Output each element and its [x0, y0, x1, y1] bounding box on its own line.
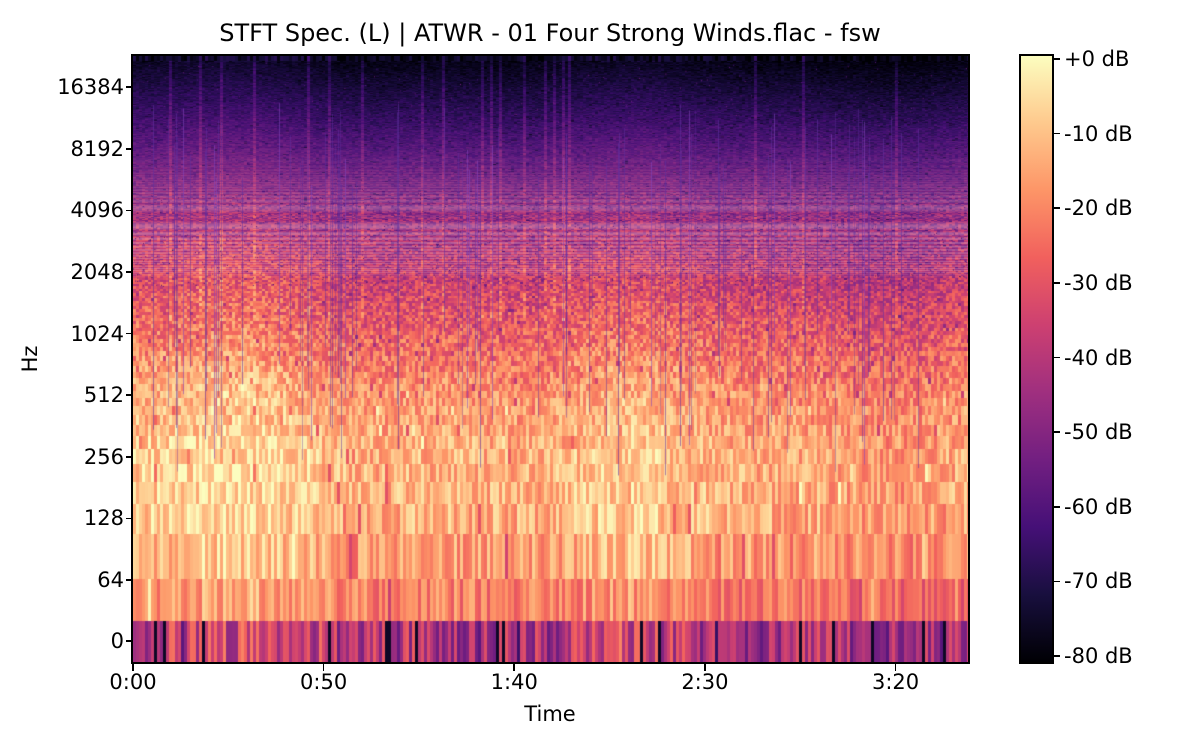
y-tick-mark — [126, 394, 133, 396]
y-tick-mark — [126, 271, 133, 273]
colorbar — [1019, 54, 1054, 664]
x-tick-label: 1:40 — [490, 670, 538, 694]
y-tick-mark — [126, 209, 133, 212]
colorbar-tick-label: -80 dB — [1064, 644, 1133, 668]
colorbar-tick-mark — [1054, 356, 1060, 359]
colorbar-tick-mark — [1054, 207, 1060, 210]
colorbar-tick-mark — [1054, 431, 1060, 433]
colorbar-gradient — [1021, 56, 1052, 662]
y-tick-mark — [126, 579, 133, 581]
y-tick-mark — [126, 456, 133, 458]
colorbar-tick-mark — [1054, 282, 1060, 284]
y-tick-label: 512 — [83, 383, 124, 408]
y-tick-mark — [126, 640, 133, 642]
y-tick-label: 128 — [83, 506, 124, 531]
colorbar-tick-mark — [1054, 655, 1060, 657]
x-tick-mark — [132, 664, 134, 671]
colorbar-tick-label: -60 dB — [1064, 494, 1133, 519]
y-tick-mark — [126, 148, 133, 150]
x-tick-label: 0:00 — [109, 670, 157, 694]
y-tick-label: 4096 — [70, 198, 124, 223]
y-tick-mark — [126, 86, 133, 88]
colorbar-tick-label: -20 dB — [1064, 196, 1133, 221]
y-tick-mark — [126, 517, 133, 520]
y-tick-label: 0 — [110, 629, 124, 653]
x-tick-mark — [894, 664, 897, 671]
colorbar-tick-label: +0 dB — [1064, 47, 1130, 71]
x-tick-mark — [513, 664, 516, 671]
colorbar-tick-mark — [1054, 505, 1060, 508]
x-tick-label: 2:30 — [681, 670, 729, 694]
plot-area — [131, 54, 970, 664]
y-tick-label: 1024 — [70, 321, 124, 346]
spectrogram-canvas — [133, 56, 968, 662]
y-tick-label: 2048 — [70, 260, 124, 284]
y-tick-mark — [126, 332, 133, 335]
y-axis-label: Hz — [18, 345, 42, 373]
colorbar-tick-label: -70 dB — [1064, 569, 1133, 594]
y-tick-label: 256 — [83, 444, 124, 469]
colorbar-tick-mark — [1054, 132, 1060, 135]
colorbar-tick-label: -40 dB — [1064, 345, 1133, 370]
x-tick-mark — [704, 664, 706, 671]
x-tick-label: 0:50 — [300, 670, 348, 694]
y-tick-label: 16384 — [57, 75, 124, 100]
colorbar-tick-label: -30 dB — [1064, 270, 1133, 295]
colorbar-tick-mark — [1054, 580, 1060, 583]
colorbar-tick-label: -10 dB — [1064, 121, 1133, 146]
y-tick-label: 64 — [97, 568, 124, 592]
y-tick-label: 8192 — [70, 136, 124, 161]
colorbar-tick-mark — [1054, 58, 1060, 60]
x-axis-label: Time — [524, 702, 576, 726]
x-tick-label: 3:20 — [871, 670, 920, 694]
colorbar-tick-label: -50 dB — [1064, 420, 1133, 445]
x-tick-mark — [322, 664, 325, 671]
chart-title: STFT Spec. (L) | ATWR - 01 Four Strong W… — [219, 19, 881, 47]
